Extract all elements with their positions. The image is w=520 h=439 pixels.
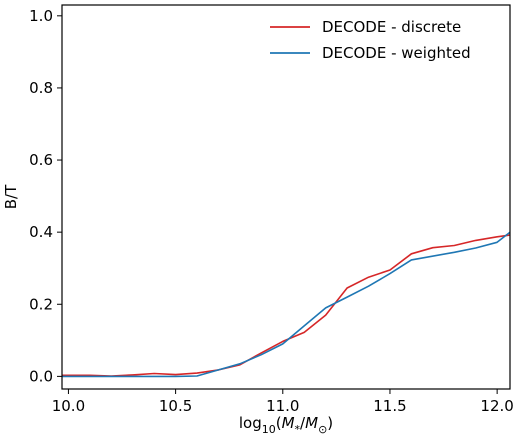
y-tick-label: 0.4 (29, 223, 53, 241)
x-tick-label: 11.0 (266, 397, 299, 415)
series-lines (62, 231, 511, 378)
x-tick-label: 11.5 (373, 397, 406, 415)
y-tick-label: 0.8 (29, 79, 53, 97)
plot-frame (61, 4, 511, 390)
y-axis-label: B/T (2, 184, 20, 209)
y-tick-label: 0.0 (29, 367, 53, 385)
y-tick-label: 0.6 (29, 151, 53, 169)
series-line-discrete (62, 234, 511, 377)
y-tick-label: 0.2 (29, 295, 53, 313)
y-axis-ticks: 0.0 0.2 0.4 0.6 0.8 1.0 (29, 7, 62, 385)
legend: DECODE - discrete DECODE - weighted (270, 18, 471, 62)
x-tick-label: 12.0 (480, 397, 513, 415)
x-tick-label: 10.5 (159, 397, 192, 415)
legend-label: DECODE - weighted (322, 44, 471, 62)
series-line-weighted (62, 231, 511, 378)
x-axis-ticks: 10.0 10.5 11.0 11.5 12.0 (52, 389, 514, 415)
legend-label: DECODE - discrete (322, 18, 461, 36)
x-axis-label: log10(M*/M⊙) (239, 414, 333, 436)
y-tick-label: 1.0 (29, 7, 53, 25)
x-tick-label: 10.0 (52, 397, 85, 415)
